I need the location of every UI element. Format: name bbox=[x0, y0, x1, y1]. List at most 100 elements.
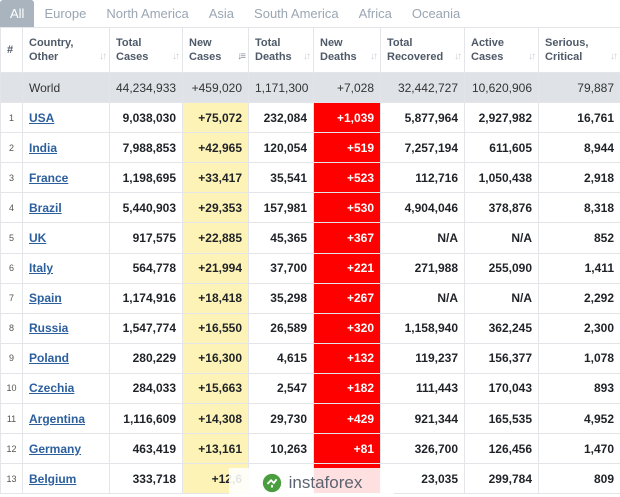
country-link[interactable]: India bbox=[29, 140, 58, 155]
total-deaths: 1,171,300 bbox=[248, 71, 314, 104]
new-cases: +15,663 bbox=[182, 372, 249, 405]
table-row: 11 Argentina 1,116,609 +14,308 29,730 +429 921… bbox=[0, 403, 620, 435]
active-cases: 2,927,982 bbox=[464, 102, 539, 134]
new-cases: +13,161 bbox=[182, 433, 249, 465]
country-link[interactable]: Spain bbox=[29, 291, 62, 306]
country-name: Argentina bbox=[22, 403, 110, 435]
total-recovered: 4,904,046 bbox=[380, 192, 465, 224]
instaforex-watermark: instaforex bbox=[229, 468, 394, 497]
table-row: 7 Spain 1,174,916 +18,418 35,298 +267 N/A N/A 2,… bbox=[0, 282, 620, 314]
new-cases: +21,994 bbox=[182, 252, 249, 284]
total-cases: 44,234,933 bbox=[109, 71, 183, 104]
country-link[interactable]: Germany bbox=[29, 441, 82, 456]
total-deaths: 26,589 bbox=[248, 312, 314, 344]
header-new-cases[interactable]: New Cases ↓≡ bbox=[182, 27, 249, 73]
row-number: 9 bbox=[0, 342, 23, 374]
total-deaths: 232,084 bbox=[248, 102, 314, 134]
header-label: Active Cases bbox=[471, 37, 505, 63]
total-cases: 1,547,774 bbox=[109, 312, 183, 344]
total-deaths: 29,730 bbox=[248, 403, 314, 435]
covid-stats-table: # Country, Other ↓↑ Total Cases ↓↑ New Cas… bbox=[0, 27, 620, 495]
serious-critical: 2,300 bbox=[538, 312, 620, 344]
country-link[interactable]: USA bbox=[29, 110, 55, 125]
country-name: World bbox=[22, 71, 110, 104]
total-cases: 9,038,030 bbox=[109, 102, 183, 134]
header-serious-critical[interactable]: Serious, Critical ↓↑ bbox=[538, 27, 620, 73]
new-deaths: +267 bbox=[313, 282, 381, 314]
serious-critical: 1,078 bbox=[538, 342, 620, 374]
serious-critical: 852 bbox=[538, 222, 620, 254]
sort-icon: ↓↑ bbox=[454, 51, 462, 62]
country-link[interactable]: Italy bbox=[29, 261, 54, 276]
tab-asia[interactable]: Asia bbox=[208, 6, 235, 21]
country-link[interactable]: Poland bbox=[29, 351, 70, 366]
new-cases: +42,965 bbox=[182, 132, 249, 164]
total-recovered: 7,257,194 bbox=[380, 132, 465, 164]
tab-south-america[interactable]: South America bbox=[254, 6, 339, 21]
total-cases: 333,718 bbox=[109, 463, 183, 495]
new-deaths: +7,028 bbox=[313, 71, 381, 104]
country-link[interactable]: Brazil bbox=[29, 200, 62, 215]
country-link[interactable]: Argentina bbox=[29, 411, 86, 426]
total-deaths: 120,054 bbox=[248, 132, 314, 164]
active-cases: 362,245 bbox=[464, 312, 539, 344]
total-recovered: N/A bbox=[380, 282, 465, 314]
new-cases: +459,020 bbox=[182, 71, 249, 104]
table-row: 13 Belgium 333,718 +12,6 23,035 299,784 809 bbox=[0, 463, 620, 495]
header-label: Total Recovered bbox=[387, 37, 444, 63]
table-row: 1 USA 9,038,030 +75,072 232,084 +1,039 5,877,9… bbox=[0, 102, 620, 134]
row-number: 6 bbox=[0, 252, 23, 284]
country-link[interactable]: France bbox=[29, 170, 69, 185]
row-number: 10 bbox=[0, 372, 23, 405]
country-name: Poland bbox=[22, 342, 110, 374]
header-total-cases[interactable]: Total Cases ↓↑ bbox=[109, 27, 183, 73]
country-link[interactable]: Russia bbox=[29, 321, 69, 336]
header-active-cases[interactable]: Active Cases ↓↑ bbox=[464, 27, 539, 73]
tab-all[interactable]: All bbox=[0, 0, 35, 27]
total-cases: 1,174,916 bbox=[109, 282, 183, 314]
tab-africa[interactable]: Africa bbox=[358, 6, 392, 21]
serious-critical: 1,411 bbox=[538, 252, 620, 284]
country-link[interactable]: UK bbox=[29, 231, 47, 246]
country-name: Czechia bbox=[22, 372, 110, 405]
new-deaths: +367 bbox=[313, 222, 381, 254]
total-cases: 1,116,609 bbox=[109, 403, 183, 435]
active-cases: 255,090 bbox=[464, 252, 539, 284]
tab-north-america[interactable]: North America bbox=[106, 6, 189, 21]
country-link[interactable]: Belgium bbox=[29, 471, 77, 486]
serious-critical: 16,761 bbox=[538, 102, 620, 134]
serious-critical: 1,470 bbox=[538, 433, 620, 465]
serious-critical: 893 bbox=[538, 372, 620, 405]
country-link[interactable]: Czechia bbox=[29, 381, 75, 396]
tab-europe[interactable]: Europe bbox=[44, 6, 87, 21]
total-recovered: N/A bbox=[380, 222, 465, 254]
total-deaths: 2,547 bbox=[248, 372, 314, 405]
header-num[interactable]: # bbox=[0, 27, 23, 73]
row-number: 12 bbox=[0, 433, 23, 465]
table-header-row: # Country, Other ↓↑ Total Cases ↓↑ New Cas… bbox=[0, 27, 620, 73]
table-row: 3 France 1,198,695 +33,417 35,541 +523 112,716… bbox=[0, 162, 620, 194]
header-total-deaths[interactable]: Total Deaths ↓↑ bbox=[248, 27, 314, 73]
header-label: New Cases bbox=[189, 37, 222, 63]
total-recovered: 119,237 bbox=[380, 342, 465, 374]
country-name: Spain bbox=[22, 282, 110, 314]
region-tabs: All Europe North America Asia South Amer… bbox=[0, 0, 620, 27]
sort-icon: ↓↑ bbox=[370, 51, 378, 62]
header-label: Total Deaths bbox=[255, 37, 292, 63]
serious-critical: 2,918 bbox=[538, 162, 620, 194]
total-cases: 284,033 bbox=[109, 372, 183, 405]
total-cases: 280,229 bbox=[109, 342, 183, 374]
active-cases: 378,876 bbox=[464, 192, 539, 224]
header-country[interactable]: Country, Other ↓↑ bbox=[22, 27, 110, 73]
header-total-recovered[interactable]: Total Recovered ↓↑ bbox=[380, 27, 465, 73]
new-cases: +16,300 bbox=[182, 342, 249, 374]
row-number: 2 bbox=[0, 132, 23, 164]
tab-oceania[interactable]: Oceania bbox=[411, 6, 461, 21]
total-recovered: 32,442,727 bbox=[380, 71, 465, 104]
header-new-deaths[interactable]: New Deaths ↓↑ bbox=[313, 27, 381, 73]
new-cases: +22,885 bbox=[182, 222, 249, 254]
serious-critical: 2,292 bbox=[538, 282, 620, 314]
country-name: Brazil bbox=[22, 192, 110, 224]
active-cases: 165,535 bbox=[464, 403, 539, 435]
sort-descending-icon: ↓≡ bbox=[237, 51, 246, 62]
